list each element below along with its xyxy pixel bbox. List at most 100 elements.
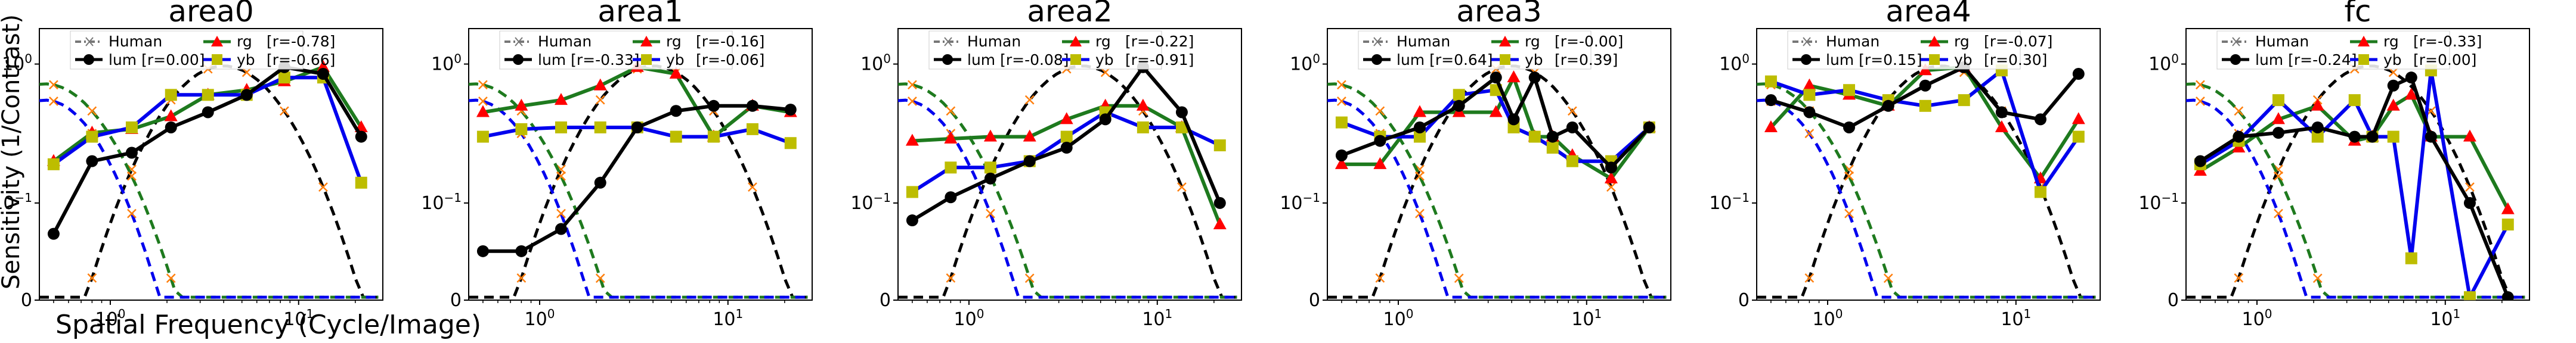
y-tick-label: 0 <box>1738 290 1750 311</box>
rg-point <box>1060 112 1073 124</box>
legend-yb-label: yb <box>1095 51 1114 68</box>
plot-area <box>898 61 1237 299</box>
lum-point <box>165 121 177 133</box>
legend-box <box>1787 30 2021 70</box>
lum-point <box>2072 68 2085 80</box>
legend-rg-label: rg <box>2383 33 2399 50</box>
legend-yb-r: [r=0.00] <box>2413 51 2476 68</box>
x-tick-label: 100 <box>2242 307 2272 330</box>
human-marker <box>2234 106 2244 116</box>
human-yb-curve <box>1757 98 2096 299</box>
yb-point <box>1764 75 1777 88</box>
human-marker <box>1024 273 1035 283</box>
human-yb-curve <box>1327 98 1667 299</box>
lum-point <box>47 227 60 240</box>
yb-point <box>945 161 957 174</box>
lum-line <box>2199 75 2510 298</box>
yb-point <box>670 130 682 143</box>
human-marker <box>1454 273 1464 283</box>
lum-point <box>1175 106 1188 119</box>
rg-point <box>1213 217 1227 230</box>
human-marker <box>1606 182 1616 192</box>
lum-point <box>1546 130 1559 143</box>
human-marker <box>127 208 137 219</box>
lum-point <box>240 89 253 101</box>
legend-lum-label: lum [r=-0.33] <box>538 51 640 68</box>
lum-point <box>1453 99 1465 112</box>
human-marker <box>2274 171 2283 181</box>
lum-point <box>555 223 567 235</box>
lum-point <box>784 104 797 116</box>
yb-point <box>2272 94 2284 107</box>
lum-point <box>1843 121 1855 133</box>
axes-frame <box>897 28 1242 301</box>
y-tick-label: 10−1 <box>2138 191 2179 214</box>
yb-point <box>1413 130 1426 143</box>
legend-lum-label: lum [r=-0.08] <box>967 51 1069 68</box>
yb-point <box>125 121 138 133</box>
human-marker <box>318 182 328 192</box>
human-marker <box>556 208 566 219</box>
yb-point <box>1335 116 1348 129</box>
human-marker <box>1337 80 1346 90</box>
lum-point <box>746 99 758 112</box>
x-tick-label: 100 <box>1383 307 1414 330</box>
human-marker <box>946 273 956 283</box>
legend-rg-marker <box>211 36 223 46</box>
human-marker <box>1844 208 1854 219</box>
axes-frame <box>2185 28 2530 301</box>
legend-yb-marker <box>212 54 222 65</box>
human-marker <box>2234 273 2244 283</box>
legend-human-label: Human <box>1397 33 1450 50</box>
yb-point <box>2463 291 2476 300</box>
human-marker <box>516 273 527 283</box>
plot-area <box>469 60 808 299</box>
y-tick-label: 0 <box>2168 290 2179 311</box>
rg-point <box>1604 171 1618 183</box>
rg-point <box>2501 202 2515 214</box>
rg-point <box>2072 112 2085 124</box>
plot-area <box>39 60 379 299</box>
human-marker <box>748 182 757 192</box>
rg-point <box>1136 98 1150 111</box>
yb-point <box>278 71 290 84</box>
lum-point <box>2348 130 2361 143</box>
lum-point <box>515 245 528 257</box>
legend-human-marker <box>1373 37 1382 46</box>
yb-point <box>1958 94 1970 107</box>
legend-human-label: Human <box>967 33 1021 50</box>
legend-rg-label: rg <box>1954 33 1970 50</box>
y-tick-label: 100 <box>2 52 32 75</box>
yb-point <box>2072 130 2085 143</box>
human-marker <box>49 96 58 106</box>
rg-point <box>1803 78 1816 91</box>
lum-point <box>1643 121 1655 133</box>
human-marker <box>1337 96 1346 106</box>
legend-rg-marker <box>1070 36 1082 46</box>
lum-point <box>202 106 214 119</box>
legend-lum-label: lum [r=-0.24] <box>2255 51 2357 68</box>
legend-lum-marker <box>1371 54 1382 65</box>
legend-box <box>499 30 733 70</box>
rg-point <box>2271 112 2285 124</box>
lum-point <box>2501 291 2514 300</box>
panel-title: area2 <box>1027 0 1112 29</box>
legend-lum-marker <box>942 54 953 65</box>
y-tick-label: 10−1 <box>850 191 891 214</box>
y-tick-label: 100 <box>431 52 462 75</box>
legend-rg-marker <box>1928 36 1940 46</box>
legend-lum-marker <box>1801 54 1812 65</box>
human-marker <box>87 106 97 116</box>
human-marker <box>595 95 605 105</box>
lum-point <box>2405 71 2417 84</box>
legend-rg-label: rg <box>1095 33 1111 50</box>
legend-box <box>928 30 1162 70</box>
legend-lum-label: lum [r=0.15] <box>1826 51 1922 68</box>
human-marker <box>2465 182 2475 192</box>
human-marker <box>595 273 605 283</box>
lum-point <box>631 121 643 133</box>
